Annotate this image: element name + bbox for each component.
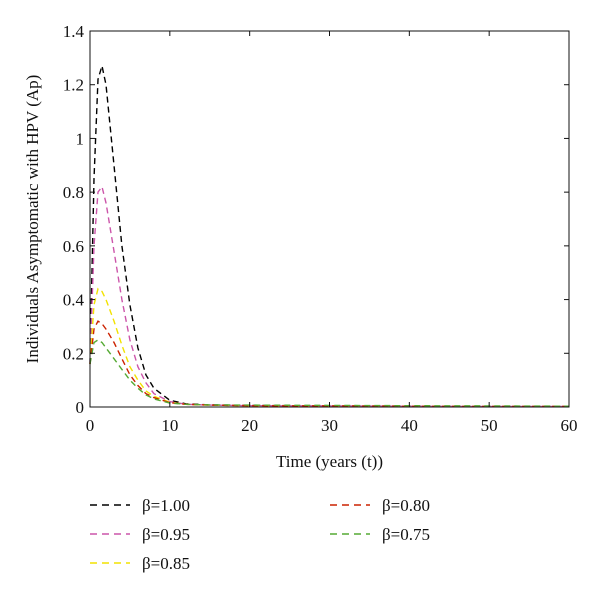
legend-item: β=0.80	[330, 496, 430, 515]
x-tick-label: 50	[481, 416, 498, 435]
y-tick-label: 1	[76, 129, 85, 148]
series-lines	[89, 65, 570, 408]
y-tick-label: 0.6	[63, 237, 84, 256]
y-tick-label: 1.4	[63, 22, 85, 41]
legend-item: β=1.00	[90, 496, 190, 515]
legend-label: β=0.80	[382, 496, 430, 515]
legend-label: β=0.85	[142, 554, 190, 573]
series-line-1	[89, 185, 569, 408]
x-tick-label: 0	[86, 416, 95, 435]
y-tick-label: 1.2	[63, 76, 84, 95]
y-tick-label: 0.8	[63, 183, 84, 202]
series-line-0	[89, 65, 569, 408]
x-tick-label: 60	[561, 416, 578, 435]
legend-item: β=0.95	[90, 525, 190, 544]
legend-label: β=1.00	[142, 496, 190, 515]
x-tick-label: 30	[321, 416, 338, 435]
x-tick-label: 10	[161, 416, 178, 435]
series-line-2	[89, 287, 569, 408]
legend-label: β=0.95	[142, 525, 190, 544]
legend-item: β=0.75	[330, 525, 430, 544]
y-tick-label: 0.2	[63, 344, 84, 363]
plot-frame	[89, 30, 570, 408]
y-tick-label: 0	[76, 398, 85, 417]
x-axis-label: Time (years (t))	[276, 452, 383, 471]
series-line-3	[89, 320, 569, 408]
x-tick-label: 40	[401, 416, 418, 435]
legend-item: β=0.85	[90, 554, 190, 573]
y-axis-label: Individuals Asymptomatic with HPV (Ap)	[23, 75, 42, 364]
y-tick-label: 0.4	[63, 291, 85, 310]
legend-label: β=0.75	[382, 525, 430, 544]
legend: β=1.00 β=0.95 β=0.85 β=0.80 β=0.75	[90, 496, 430, 573]
axis-ticks: 0 10 20 30 40 50 60 0 0.2 0.4 0.6 0.8 1 1.2 1.4	[63, 22, 578, 435]
series-line-4	[89, 339, 570, 407]
x-tick-label: 20	[241, 416, 258, 435]
